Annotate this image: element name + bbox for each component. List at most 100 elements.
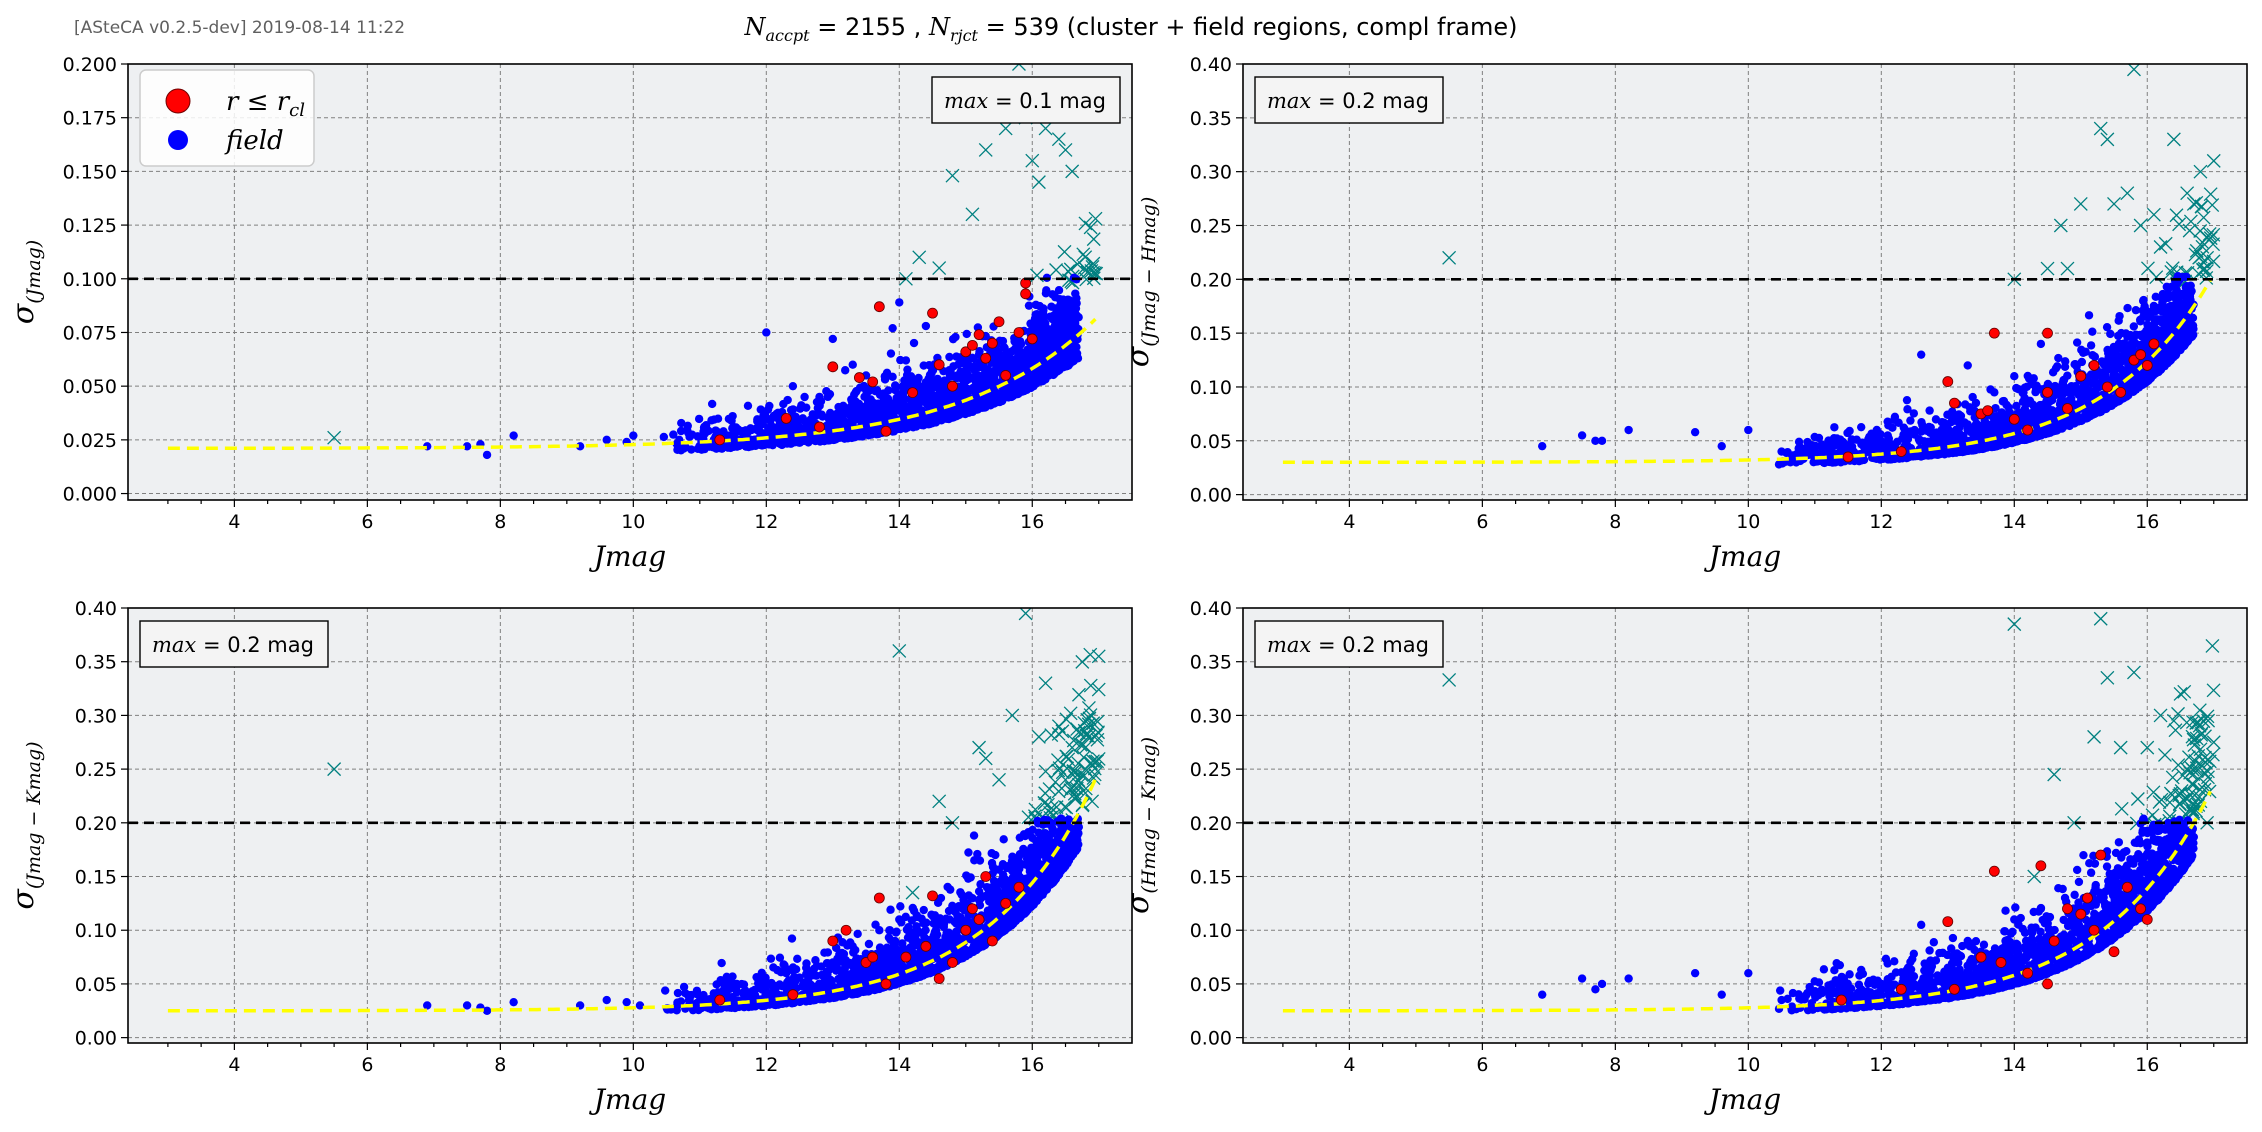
figure-title: Naccpt = 2155 , Nrjct = 539 (cluster + f…	[743, 13, 1517, 45]
rejected-point	[1085, 794, 1100, 809]
rejected-point	[1049, 800, 1064, 815]
field-point	[886, 349, 896, 358]
field-point	[864, 386, 874, 396]
field-point	[2012, 401, 2021, 411]
cluster-point	[814, 421, 825, 433]
field-point	[2164, 289, 2173, 298]
rejected-point	[1042, 782, 1057, 797]
rejected-point	[1071, 725, 1086, 740]
field-point	[1794, 437, 1804, 447]
rejected-point	[1048, 775, 1063, 790]
field-point	[919, 361, 928, 370]
field-point	[1624, 425, 1633, 435]
field-point	[1028, 324, 1037, 334]
field-point	[1886, 439, 1895, 448]
field-point	[2036, 403, 2046, 413]
rejected-point	[2107, 196, 2121, 211]
field-point	[906, 372, 916, 381]
field-point	[890, 385, 900, 395]
field-point	[1817, 443, 1827, 452]
x-tick-label: 14	[2002, 511, 2026, 533]
y-axis-label: σ(Jmag)	[6, 240, 45, 324]
cluster-point	[714, 434, 726, 446]
field-point	[2004, 403, 2013, 412]
field-point	[788, 405, 798, 414]
rejected-point	[2199, 264, 2214, 279]
field-point	[2010, 371, 2019, 381]
rejected-point	[1038, 764, 1053, 779]
field-point	[1963, 424, 1973, 434]
field-point	[867, 412, 877, 421]
x-tick-label: 6	[1476, 511, 1488, 533]
field-point	[2162, 317, 2171, 327]
field-point	[2121, 351, 2130, 360]
field-point	[1889, 454, 1898, 463]
plot-area	[128, 608, 1132, 1043]
field-point	[788, 381, 798, 391]
field-point	[669, 430, 678, 439]
field-point	[2189, 324, 2198, 334]
field-point	[1030, 378, 1040, 387]
cluster-point	[827, 361, 839, 373]
y-tick-label: 0.000	[63, 484, 117, 506]
field-point	[1926, 423, 1935, 432]
rejected-point	[992, 772, 1006, 787]
field-point	[1865, 432, 1874, 442]
field-point	[1877, 445, 1886, 454]
field-point	[2129, 322, 2139, 331]
field-point	[2077, 395, 2086, 405]
field-point	[1053, 332, 1062, 342]
field-point	[947, 394, 957, 404]
y-axis-label-subscript: (Jmag)	[23, 240, 45, 304]
cluster-point	[973, 329, 985, 341]
rejected-point	[1091, 725, 1105, 740]
field-point	[1845, 426, 1854, 436]
field-point	[926, 415, 936, 424]
field-point	[756, 405, 765, 414]
field-point	[2110, 370, 2119, 379]
cluster-point	[1949, 397, 1960, 409]
field-point	[1991, 403, 2000, 413]
field-point	[919, 905, 928, 915]
field-point	[2035, 431, 2044, 440]
field-point	[763, 405, 773, 414]
rejected-point	[2206, 227, 2221, 242]
field-point	[2172, 279, 2182, 288]
rejected-point	[2203, 187, 2218, 202]
rejected-point	[972, 740, 987, 755]
rejected-point	[1038, 676, 1053, 691]
field-point	[1974, 425, 1984, 435]
field-point	[779, 399, 788, 409]
cluster-point	[2088, 360, 2100, 371]
cluster-point	[967, 339, 978, 351]
cluster-point	[907, 387, 918, 399]
y-tick-label: 0.15	[1190, 323, 1232, 345]
x-tick-label: 4	[228, 511, 240, 533]
field-point	[896, 902, 905, 911]
rejected-point	[932, 794, 947, 809]
y-tick-label: 0.35	[1190, 108, 1232, 130]
field-point	[976, 880, 985, 889]
cluster-point	[1020, 288, 1032, 300]
field-point	[2158, 341, 2167, 350]
field-point	[2106, 329, 2115, 339]
field-point	[1774, 460, 1784, 469]
rejected-point	[2206, 254, 2221, 269]
y-tick-label: 0.10	[1190, 377, 1232, 399]
rejected-point	[1081, 729, 1096, 744]
field-point	[744, 442, 753, 452]
rejected-point	[2053, 218, 2068, 233]
field-point	[1031, 355, 1041, 364]
rejected-point	[2100, 132, 2115, 147]
cluster-point	[2141, 360, 2153, 371]
field-point	[687, 445, 696, 454]
rejected-point	[1037, 796, 1052, 811]
field-point	[1794, 444, 1803, 453]
field-point	[2152, 315, 2162, 324]
field-point	[954, 360, 963, 369]
rejected-point	[2172, 217, 2187, 232]
field-point	[1916, 350, 1926, 359]
cluster-point	[1842, 451, 1854, 463]
field-point	[930, 401, 939, 411]
